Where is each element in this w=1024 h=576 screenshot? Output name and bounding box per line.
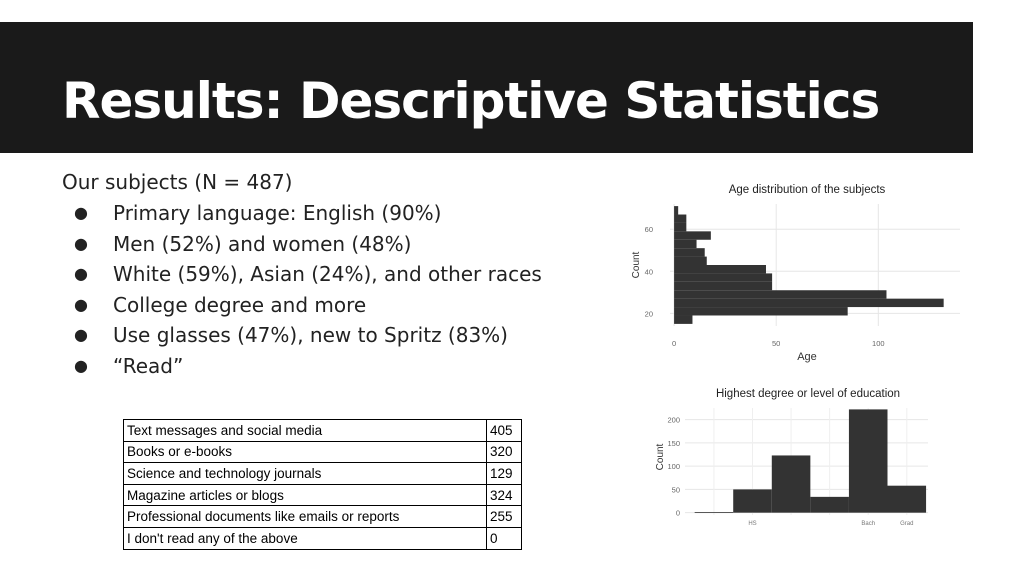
chart-title: Highest degree or level of education [716,388,900,400]
bullet-dot-icon: ● [74,264,88,283]
bar [771,455,811,513]
bar [887,485,927,513]
row-count: 405 [486,419,522,442]
y-tick-label: 150 [667,439,680,448]
histogram-bar [674,231,711,240]
bar [694,512,734,514]
reading-material-table: Text messages and social media 405 Books … [123,419,522,550]
histogram-bar [674,273,773,282]
histogram-bar [674,206,679,215]
row-count: 255 [486,505,522,528]
x-tick-label: Grad [900,521,913,527]
bar [810,496,849,513]
row-label: Science and technology journals [123,462,487,485]
row-count: 320 [486,440,522,464]
x-tick-label: 0 [672,339,676,348]
y-tick-label: 40 [645,267,653,276]
bullet-dot-icon: ● [74,294,88,314]
table-row: Text messages and social media 405 [123,419,522,442]
table-row: I don't read any of the above 0 [123,526,522,550]
row-count: 324 [486,483,522,507]
bullet-item: ● Men (52%) and women (48%) [62,229,542,260]
y-tick-label: 20 [645,309,653,318]
histogram-bar [674,307,848,316]
row-label: Text messages and social media [123,419,487,442]
subject-bullets: ● Primary language: English (90%) ● Men (5… [62,198,542,381]
bullet-text: College degree and more [113,292,367,317]
education-bar-svg: Highest degree or level of education Cou… [655,388,928,527]
x-tick-label: 50 [772,339,780,348]
bar [733,489,772,513]
histogram-bar [674,281,773,291]
row-label: I don't read any of the above [123,526,487,550]
bullet-text: White (59%), Asian (24%), and other race… [113,262,542,286]
slide-title: Results: Descriptive Statistics [62,72,880,130]
table-row: Magazine articles or blogs 324 [123,483,522,507]
x-tick-label: Bach [861,521,875,527]
bullet-dot-icon: ● [74,233,88,253]
histogram-bar [674,265,766,274]
histogram-bar [674,315,693,324]
education-bar-chart: Highest degree or level of education Cou… [640,380,940,530]
y-axis-label: Count [631,251,642,278]
x-axis-label: Age [797,351,817,363]
row-count: 0 [486,526,522,550]
bullet-text: Use glasses (47%), new to Spritz (83%) [113,323,508,347]
y-axis-label: Count [655,443,666,470]
bar [848,409,888,513]
bullet-item: ● “Read” [62,351,542,382]
histogram-bar [674,290,887,299]
age-histogram-chart: Age distribution of the subjects Age Cou… [615,176,980,368]
table-row: Books or e-books 320 [123,440,522,464]
age-histogram-svg: Age distribution of the subjects Age Cou… [631,184,960,363]
bullet-dot-icon: ● [74,203,88,222]
subjects-intro: Our subjects (N = 487) [62,170,293,194]
bullet-item: ● White (59%), Asian (24%), and other rac… [62,259,542,290]
y-tick-label: 50 [672,485,680,494]
bullet-item: ● Primary language: English (90%) [62,198,542,229]
table-row: Professional documents like emails or re… [123,505,522,528]
bullet-item: ● College degree and more [62,290,542,321]
table-row: Science and technology journals 129 [123,462,522,485]
histogram-bar [674,239,697,249]
bullet-text: Primary language: English (90%) [113,201,442,225]
histogram-bar [674,222,687,232]
histogram-bar [674,298,944,308]
row-label: Professional documents like emails or re… [123,505,487,528]
bullet-dot-icon: ● [74,355,88,375]
bullet-text: “Read” [113,353,184,378]
bullet-text: Men (52%) and women (48%) [113,231,412,256]
y-tick-label: 100 [667,462,680,471]
row-label: Books or e-books [123,440,487,464]
bullet-dot-icon: ● [74,325,88,344]
row-label: Magazine articles or blogs [123,483,487,507]
x-tick-label: 100 [872,339,885,348]
histogram-bar [674,248,705,257]
chart-title: Age distribution of the subjects [729,184,886,196]
y-tick-label: 60 [645,225,653,234]
row-count: 129 [486,462,522,485]
title-band [0,22,973,153]
x-tick-label: HS [748,521,756,527]
y-tick-label: 0 [676,509,680,518]
histogram-bar [674,256,707,265]
bullet-item: ● Use glasses (47%), new to Spritz (83%) [62,320,542,351]
histogram-bar [674,214,687,223]
y-tick-label: 200 [667,416,680,425]
